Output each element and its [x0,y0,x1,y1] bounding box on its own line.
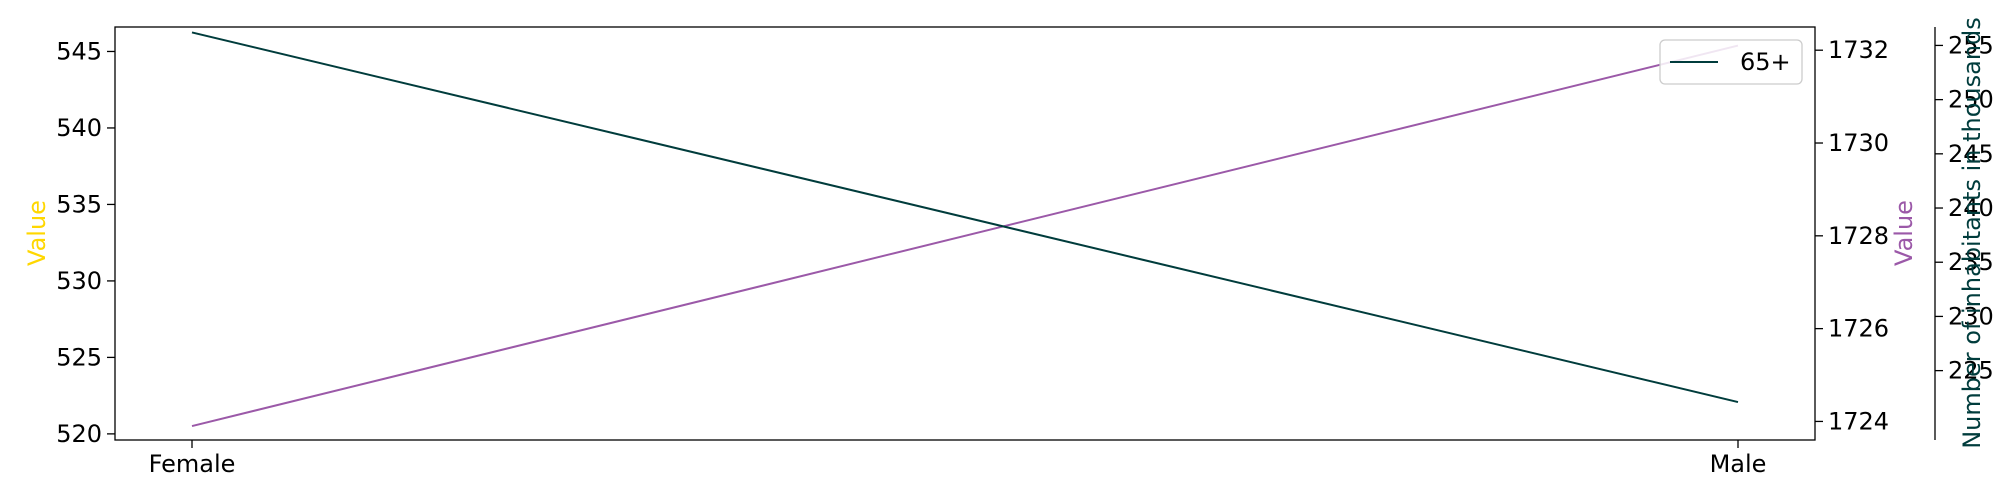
right-axis-2-title: Number of inhabitants in thousands [1958,17,1986,449]
right-axis-2-tick-label-2: 235 [1948,248,1994,276]
right-axis-1-title: Value [1890,200,1918,266]
right-axis-1-ticks: 1724 1726 1728 1730 1732 [1815,36,1889,435]
x-axis-ticks: Female Male [149,440,1767,478]
right-axis-2-tick-label-4: 245 [1948,140,1994,168]
right-axis-1-tick-label-0: 1724 [1828,407,1889,435]
left-axis-tick-label-2: 530 [56,267,102,295]
right-axis-2-ticks: 225 230 235 240 245 250 255 [1935,31,1994,385]
legend: 65+ [1659,39,1803,85]
right-axis-2-tick-label-6: 255 [1948,31,1994,59]
left-axis-ticks: 520 525 530 535 540 545 [56,37,115,448]
left-axis-title: Value [23,200,51,266]
right-axis-2-tick-label-5: 250 [1948,86,1994,114]
left-axis-tick-label-3: 535 [56,190,102,218]
left-axis-tick-label-4: 540 [56,114,102,142]
series-line-0 [191,44,1739,428]
right-axis-1-tick-label-4: 1732 [1828,36,1889,64]
right-axis-1-tick-label-1: 1726 [1828,315,1889,343]
x-tick-label-0: Female [149,450,236,478]
legend-box [1659,39,1803,85]
series-line-1 [191,31,1739,404]
right-axis-1-tick-label-2: 1728 [1828,222,1889,250]
right-axis-2-tick-label-0: 225 [1948,357,1994,385]
plot-frame [114,26,1816,441]
left-axis-tick-label-5: 545 [56,37,102,65]
right-axis-2-tick-label-1: 230 [1948,302,1994,330]
legend-label: 65+ [1740,48,1791,76]
series-layer [191,31,1739,428]
left-axis-tick-label-1: 525 [56,343,102,371]
right-axis-2-tick-label-3: 240 [1948,194,1994,222]
left-axis-tick-label-0: 520 [56,420,102,448]
right-axis-1-tick-label-3: 1730 [1828,129,1889,157]
x-tick-label-1: Male [1710,450,1767,478]
